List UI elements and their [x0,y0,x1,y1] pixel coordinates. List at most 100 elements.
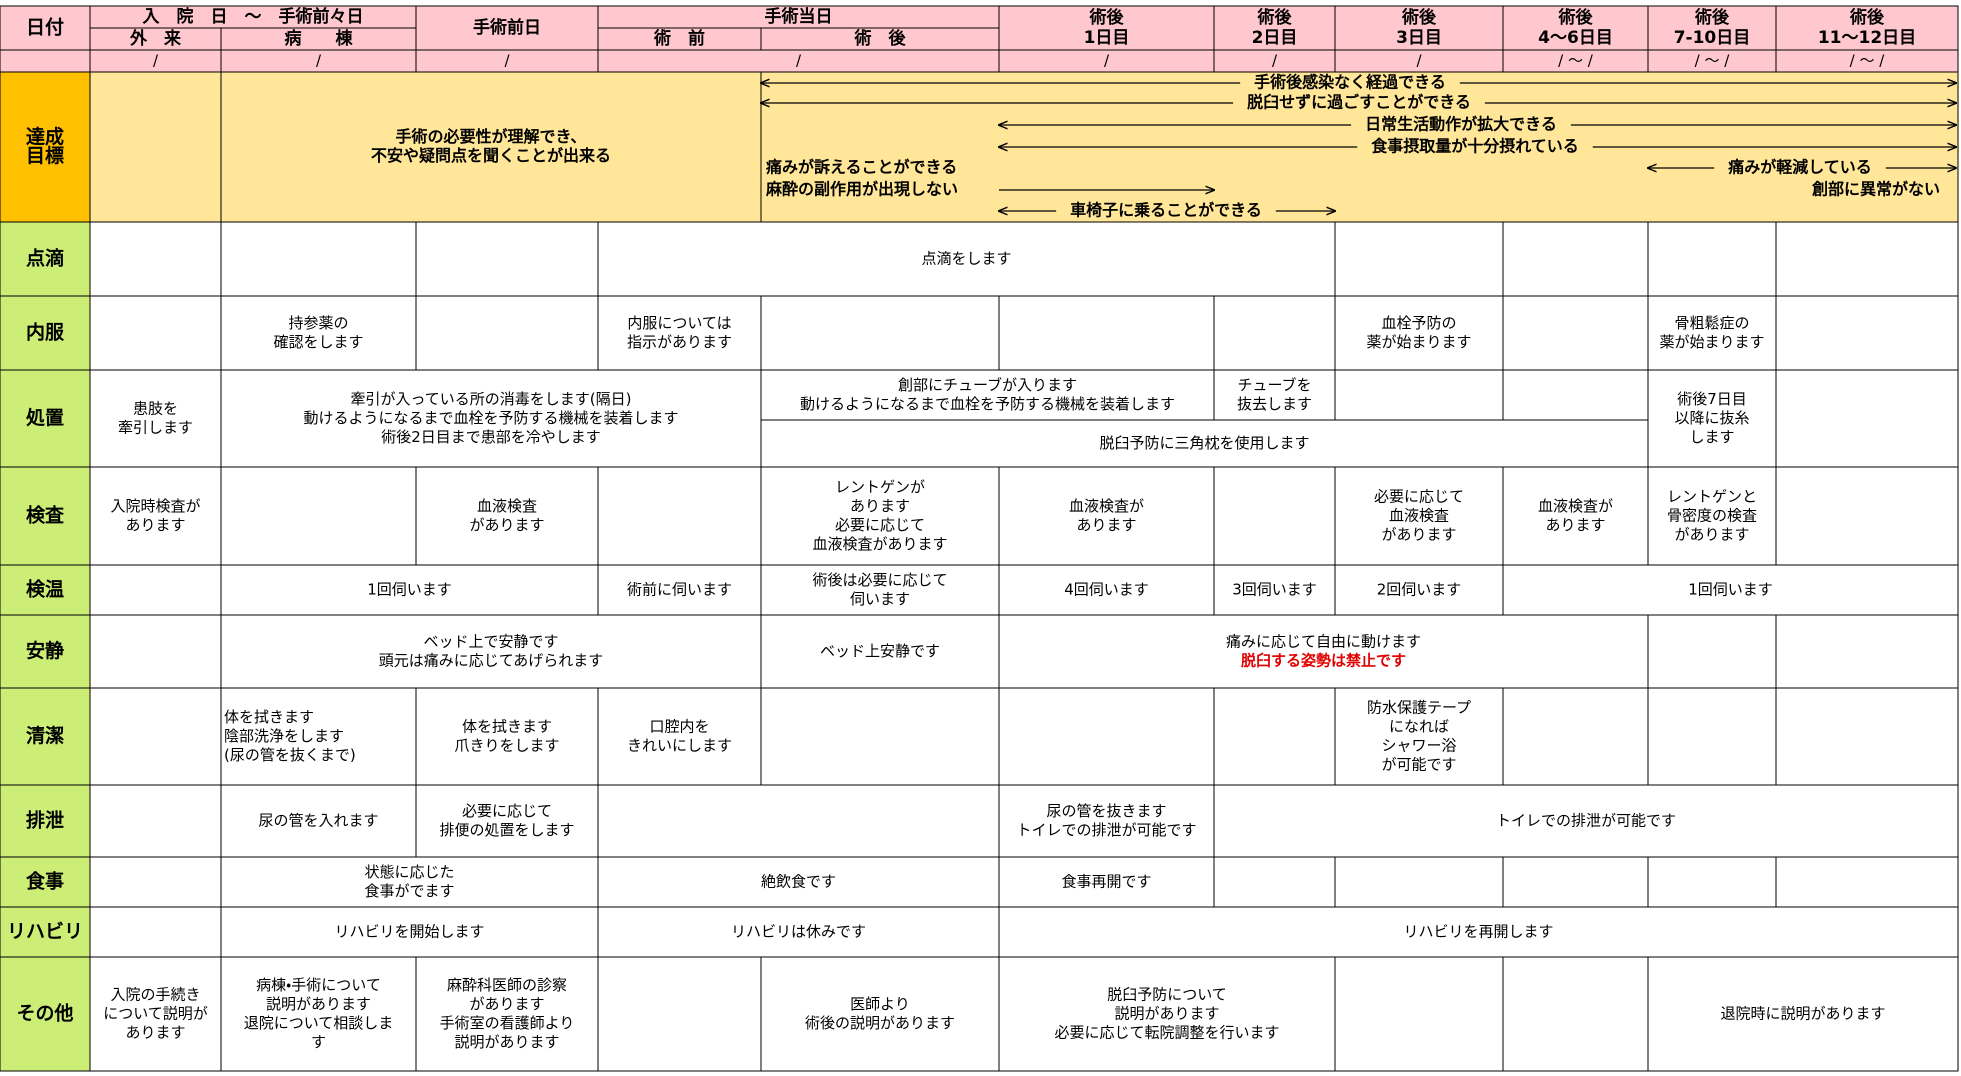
cell [998,466,1215,566]
goal-text: 車椅子に乗ることができる [1070,201,1262,220]
row-label: 処置 [26,406,64,429]
header-text: 1日目 [1084,28,1130,48]
header-text: 7-10日目 [1674,28,1751,48]
goal-text: 創部に異常がない [1811,180,1940,199]
cell-text: 持参薬の [288,314,348,332]
cell-text: 血液検査が [1069,497,1144,515]
cell-text: あります [125,1024,185,1042]
cell [597,784,1000,858]
cell-text: 1回伺います [1688,581,1773,599]
cell [1334,956,1504,1072]
cell-text: 退院時に説明があります [1720,1005,1885,1023]
header-text: 3日目 [1396,28,1442,48]
cell [760,564,1000,616]
cell [597,295,762,371]
cell-text: 術後2日目まで患部を冷やします [381,428,601,446]
header-text: 術 後 [854,28,907,49]
date-label-cell [0,5,91,51]
cell-text: す [311,1033,326,1051]
row-label-cell [0,906,91,958]
cell [1502,295,1649,371]
cell-text: 骨粗鬆症の [1674,314,1749,332]
row-label: 排泄 [26,809,64,832]
cell [89,295,222,371]
cell-text: 指示があります [627,333,732,351]
date-text: / [153,52,159,70]
cell [1775,295,1959,371]
date-text: / [1272,52,1278,70]
header-text: 入 院 日 ～ 手術前々日 [143,6,364,27]
date-text: / [316,52,322,70]
row-label: 清潔 [26,724,64,747]
cell-text: リハビリは休みです [731,923,866,941]
date-text: / [1104,52,1110,70]
cell [998,856,1215,908]
row-label: 食事 [26,870,64,893]
cell-text: 口腔内を [649,718,709,736]
cell-text: 尿の管を抜きます [1046,802,1166,820]
cell-text: があります [1674,526,1749,544]
cell [760,687,1000,786]
cell [89,956,222,1072]
cell [760,419,1649,468]
cell-text: 食事がでます [364,882,454,900]
cell [415,956,599,1072]
cell-text: 術後は必要に応じて [812,571,947,589]
cell [89,906,222,958]
date-text: / ～ / [1850,52,1886,70]
cell [1213,295,1336,371]
goal-text: 日常生活動作が拡大できる [1365,115,1557,134]
header-cell [1334,5,1504,51]
header-text: 外 来 [129,28,182,49]
cell-text: になれば [1389,718,1449,736]
cell-text: 手術の必要性が理解でき、 [396,127,587,146]
goal-text: 脱臼せずに過ごすことができる [1247,93,1471,112]
cell-text: 患肢を [133,400,178,418]
cell [1334,369,1504,421]
cell-text: 脱臼予防について [1107,986,1227,1004]
cell-text: 2回伺います [1377,581,1462,599]
cell-text: 血栓予防の [1381,314,1456,332]
cell [597,956,762,1072]
cell [1647,687,1777,786]
cell [415,784,599,858]
goal-cell [89,71,222,223]
header-text: 4～6日目 [1538,28,1613,48]
date-text: / [504,52,510,70]
cell-text: 体を拭きます [224,708,314,726]
cell-text: 4回伺います [1064,581,1149,599]
cell-text: 頭元は痛みに応じてあげられます [379,652,604,670]
header-text: 術後 [1694,7,1730,28]
cell-text: があります [469,995,544,1013]
row-label-cell [0,784,91,858]
cell-text: 血液検査があります [812,535,947,553]
cell-text: レントゲンと [1667,488,1757,506]
cell [1334,687,1504,786]
cell [760,614,1000,689]
cell-text: 内服については [627,314,731,332]
cell-text: ベッド上で安静です [423,633,558,651]
cell-text: 骨密度の検査 [1667,507,1757,525]
header-text: 術 前 [653,28,705,49]
cell-text: 術前に伺います [627,581,732,599]
row-label: リハビリ [7,921,83,943]
cell [1647,221,1777,297]
cell-text: が可能です [1381,756,1456,774]
cell-text: について説明が [103,1005,208,1023]
cell-text: 入院の手続き [110,986,200,1004]
row-label-cell [0,614,91,689]
cell [89,564,222,616]
header-text: 術後 [1849,7,1885,28]
cell [220,221,417,297]
cell [89,369,222,468]
cell [597,856,1000,908]
cell-text: 確認をします [273,333,363,351]
row-label-cell [0,856,91,908]
cell-text: 脱臼予防に三角枕を使用します [1099,434,1309,452]
cell [1502,466,1649,566]
cell [220,369,762,468]
row-label-cell [0,687,91,786]
cell-text: 医師より [850,995,910,1013]
cell-text: 防水保護テープ [1367,699,1471,717]
